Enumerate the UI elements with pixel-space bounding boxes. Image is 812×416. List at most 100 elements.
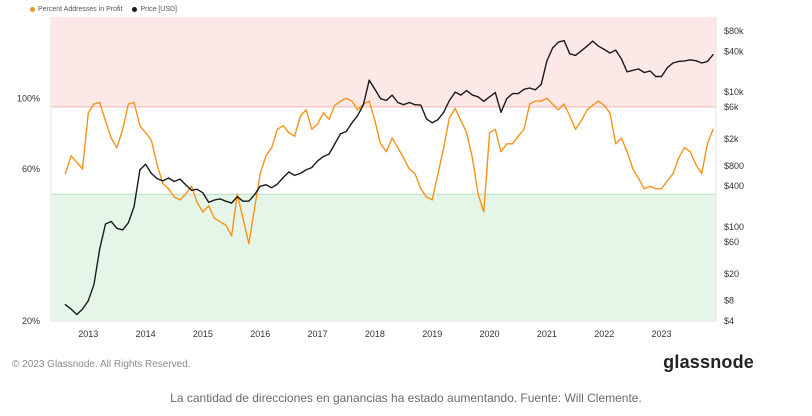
price-series-point bbox=[185, 184, 187, 186]
legend-swatch-price bbox=[132, 7, 138, 12]
price-series-point bbox=[626, 71, 628, 73]
price-series-point bbox=[99, 248, 101, 250]
profit-series-point bbox=[425, 196, 428, 198]
profit-series-point bbox=[385, 151, 387, 153]
right-tick-label: $100 bbox=[724, 222, 744, 232]
profit-series-point bbox=[638, 177, 640, 180]
legend-item-profit[interactable]: Percent Addresses in Profit bbox=[30, 6, 122, 13]
price-series-point bbox=[368, 79, 370, 81]
price-series-point bbox=[156, 178, 158, 180]
profit-series-point bbox=[506, 143, 508, 145]
price-series-point bbox=[208, 201, 210, 203]
price-series-point bbox=[374, 88, 376, 90]
profit-series-point bbox=[322, 112, 324, 114]
price-series-point bbox=[179, 178, 181, 180]
price-series-point bbox=[93, 283, 95, 285]
price-series-point bbox=[305, 169, 307, 171]
price-series-point bbox=[64, 304, 66, 306]
price-series-point bbox=[454, 91, 456, 93]
profit-series-point bbox=[437, 173, 439, 175]
profit-series-point bbox=[454, 107, 456, 109]
profit-series-point bbox=[500, 151, 502, 153]
profit-series-point bbox=[357, 109, 359, 111]
price-series-point bbox=[437, 119, 439, 121]
profit-series-point bbox=[580, 120, 582, 122]
price-series-point bbox=[70, 308, 72, 310]
profit-series-point bbox=[150, 139, 152, 141]
price-series-point bbox=[557, 41, 559, 43]
profit-series-point bbox=[391, 137, 393, 139]
price-series-point bbox=[334, 143, 336, 145]
price-series-point bbox=[351, 122, 353, 124]
price-series-point bbox=[380, 98, 382, 100]
profit-series-point bbox=[339, 100, 342, 102]
price-series-point bbox=[597, 45, 600, 47]
profit-series-point bbox=[282, 125, 284, 127]
profit-series-point bbox=[294, 135, 296, 137]
profit-series-point bbox=[167, 188, 170, 190]
profit-series-point bbox=[213, 217, 215, 219]
price-series-point bbox=[403, 104, 405, 106]
profit-series-point bbox=[368, 100, 370, 102]
price-series-point bbox=[202, 192, 204, 194]
price-series-point bbox=[517, 93, 519, 95]
price-series-point bbox=[339, 133, 342, 135]
price-series-point bbox=[265, 184, 267, 186]
profit-series-point bbox=[76, 161, 78, 163]
price-series-point bbox=[425, 118, 428, 120]
profit-series-point bbox=[643, 188, 645, 190]
profit-series-point bbox=[380, 143, 382, 145]
x-tick-label: 2023 bbox=[652, 329, 672, 339]
profit-series-point bbox=[609, 112, 611, 114]
price-series-point bbox=[420, 104, 422, 106]
profit-series-point bbox=[615, 143, 617, 145]
profit-series-point bbox=[374, 120, 376, 122]
price-series-point bbox=[311, 166, 313, 169]
price-series-point bbox=[483, 100, 485, 102]
profit-series-point bbox=[712, 128, 714, 130]
profit-series-point bbox=[288, 132, 290, 134]
grid-layer bbox=[50, 17, 717, 322]
x-tick-label: 2017 bbox=[308, 329, 328, 339]
profit-series-point bbox=[190, 185, 193, 187]
profit-series-point bbox=[242, 217, 244, 219]
profit-series-point bbox=[173, 196, 175, 198]
price-series-point bbox=[569, 53, 571, 55]
glassnode-logo: glassnode bbox=[663, 352, 754, 372]
price-series-point bbox=[173, 180, 175, 183]
profit-series-point bbox=[569, 115, 571, 117]
right-tick-label: $40k bbox=[724, 46, 744, 56]
figure-caption: La cantidad de direcciones en ganancias … bbox=[170, 391, 642, 405]
profit-series-point bbox=[70, 155, 72, 157]
profit-series-point bbox=[351, 100, 353, 102]
price-series-point bbox=[529, 87, 531, 89]
profit-series-point bbox=[185, 193, 187, 195]
profit-series-point bbox=[666, 180, 668, 182]
price-series-point bbox=[701, 62, 703, 64]
price-series-point bbox=[620, 58, 623, 60]
profit-series-point bbox=[689, 151, 691, 153]
profit-series-point bbox=[695, 163, 697, 166]
price-series-point bbox=[586, 45, 588, 47]
profit-series-point bbox=[517, 135, 519, 137]
price-series-point bbox=[448, 99, 450, 102]
profit-series-point bbox=[529, 103, 531, 105]
price-series-point bbox=[552, 47, 554, 49]
profit-series-line bbox=[64, 97, 714, 245]
price-series-point bbox=[666, 67, 668, 69]
x-tick-label: 2022 bbox=[594, 329, 614, 339]
price-series-point bbox=[695, 60, 697, 62]
profit-series-point bbox=[259, 173, 261, 175]
profit-series-point bbox=[276, 128, 278, 130]
profit-series-point bbox=[489, 132, 491, 134]
price-series-point bbox=[638, 68, 640, 70]
legend-item-price[interactable]: Price [USD] bbox=[132, 6, 177, 13]
price-series-point bbox=[574, 54, 577, 57]
profit-series-point bbox=[546, 97, 548, 99]
price-series-point bbox=[271, 187, 273, 189]
price-series-point bbox=[466, 90, 468, 92]
x-tick-label: 2015 bbox=[193, 329, 213, 339]
legend-label-profit: Percent Addresses in Profit bbox=[38, 6, 123, 13]
price-series-point bbox=[643, 71, 645, 74]
profit-series-point bbox=[443, 147, 445, 149]
